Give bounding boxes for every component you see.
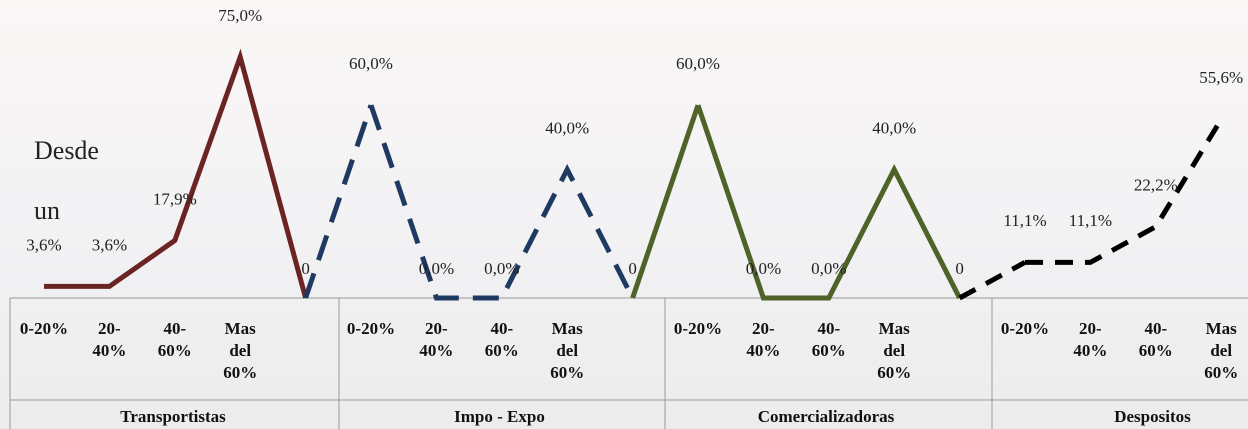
line xyxy=(44,48,309,299)
line xyxy=(695,104,962,301)
value-label: 40,0% xyxy=(872,118,916,137)
value-label: 0 xyxy=(301,259,310,278)
value-label: 0,0% xyxy=(484,259,519,278)
connector xyxy=(958,260,1027,301)
connector xyxy=(630,104,701,299)
value-label: 75,0% xyxy=(218,6,262,25)
x-tick-label: Mas del 60% xyxy=(1204,319,1239,382)
group-label: Transportistas xyxy=(120,407,226,426)
value-label: 3,6% xyxy=(92,235,127,254)
value-label: 22,2% xyxy=(1134,176,1178,195)
group-label: Comercializadoras xyxy=(757,407,895,426)
x-tick-label: 0-20% xyxy=(19,319,69,338)
connector xyxy=(303,104,374,299)
value-label: 3,6% xyxy=(26,235,61,254)
x-tick-label: 0-20% xyxy=(1000,319,1050,338)
value-label: 0,0% xyxy=(746,259,781,278)
value-label: 0,0% xyxy=(811,259,846,278)
annotation: Desde xyxy=(34,136,99,165)
annotation: un xyxy=(34,196,60,225)
value-label: 11,1% xyxy=(1069,211,1112,230)
x-tick-label: Mas del 60% xyxy=(550,319,585,382)
x-tick-label: 20-40% xyxy=(1073,319,1108,360)
x-tick-label: 40-60% xyxy=(811,319,846,360)
value-label: 55,6% xyxy=(1199,68,1243,87)
value-label: 60,0% xyxy=(676,54,720,73)
value-label: 40,0% xyxy=(545,118,589,137)
value-label: 60,0% xyxy=(349,54,393,73)
group-label: Despositos xyxy=(1114,407,1191,426)
x-tick-label: Mas del 60% xyxy=(877,319,912,382)
value-label: 0,0% xyxy=(419,259,454,278)
x-tick-label: 0-20% xyxy=(673,319,723,338)
value-label: 0 xyxy=(955,259,964,278)
value-label: 17,9% xyxy=(153,189,197,208)
x-tick-label: 40-60% xyxy=(484,319,519,360)
value-label: 11,1% xyxy=(1003,211,1046,230)
x-tick-label: 40-60% xyxy=(157,319,192,360)
x-tick-label: 40-60% xyxy=(1138,319,1173,360)
x-tick-label: 20-40% xyxy=(746,319,781,360)
group-label: Impo - Expo xyxy=(454,407,545,426)
x-tick-label: Mas del 60% xyxy=(223,319,258,382)
x-tick-label: 20-40% xyxy=(419,319,454,360)
x-tick-label: 20-40% xyxy=(92,319,127,360)
line xyxy=(368,104,635,301)
x-tick-label: 0-20% xyxy=(346,319,396,338)
line xyxy=(1025,118,1224,265)
value-label: 0 xyxy=(628,259,637,278)
